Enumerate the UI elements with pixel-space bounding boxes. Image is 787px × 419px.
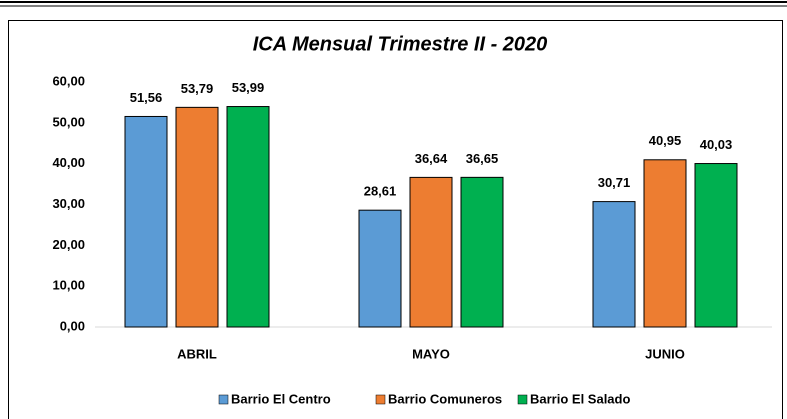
legend-swatch: [218, 394, 229, 405]
data-label: 36,65: [466, 151, 499, 166]
data-label: 53,79: [181, 81, 214, 96]
x-tick-label: ABRIL: [177, 346, 217, 361]
legend-swatch: [375, 394, 386, 405]
y-tick-label: 20,00: [52, 237, 85, 252]
chart-border: [8, 20, 783, 419]
data-label: 40,03: [700, 137, 733, 152]
bar: [358, 209, 402, 328]
data-label: 30,71: [598, 175, 631, 190]
y-tick-label: 40,00: [52, 155, 85, 170]
x-tick-label: JUNIO: [645, 346, 685, 361]
legend-label: Barrio El Centro: [231, 391, 331, 406]
y-tick-label: 30,00: [52, 196, 85, 211]
y-tick-label: 60,00: [52, 73, 85, 88]
data-label: 40,95: [649, 133, 682, 148]
bar: [592, 201, 636, 328]
bar: [643, 159, 687, 328]
y-tick-label: 0,00: [60, 318, 85, 333]
y-tick-label: 50,00: [52, 114, 85, 129]
legend-swatch: [517, 394, 528, 405]
data-label: 53,99: [232, 80, 265, 95]
data-label: 36,64: [415, 151, 448, 166]
legend-label: Barrio El Salado: [530, 391, 630, 406]
bar: [694, 163, 738, 328]
bar: [226, 106, 270, 328]
bar: [409, 176, 453, 328]
bar: [460, 176, 504, 328]
chart-title: ICA Mensual Trimestre II - 2020: [253, 33, 548, 55]
data-label: 51,56: [130, 90, 163, 105]
y-tick-label: 10,00: [52, 278, 85, 293]
x-tick-label: MAYO: [412, 346, 450, 361]
legend-label: Barrio Comuneros: [388, 391, 502, 406]
bar: [175, 106, 219, 328]
data-label: 28,61: [364, 184, 397, 199]
bar: [124, 115, 168, 328]
